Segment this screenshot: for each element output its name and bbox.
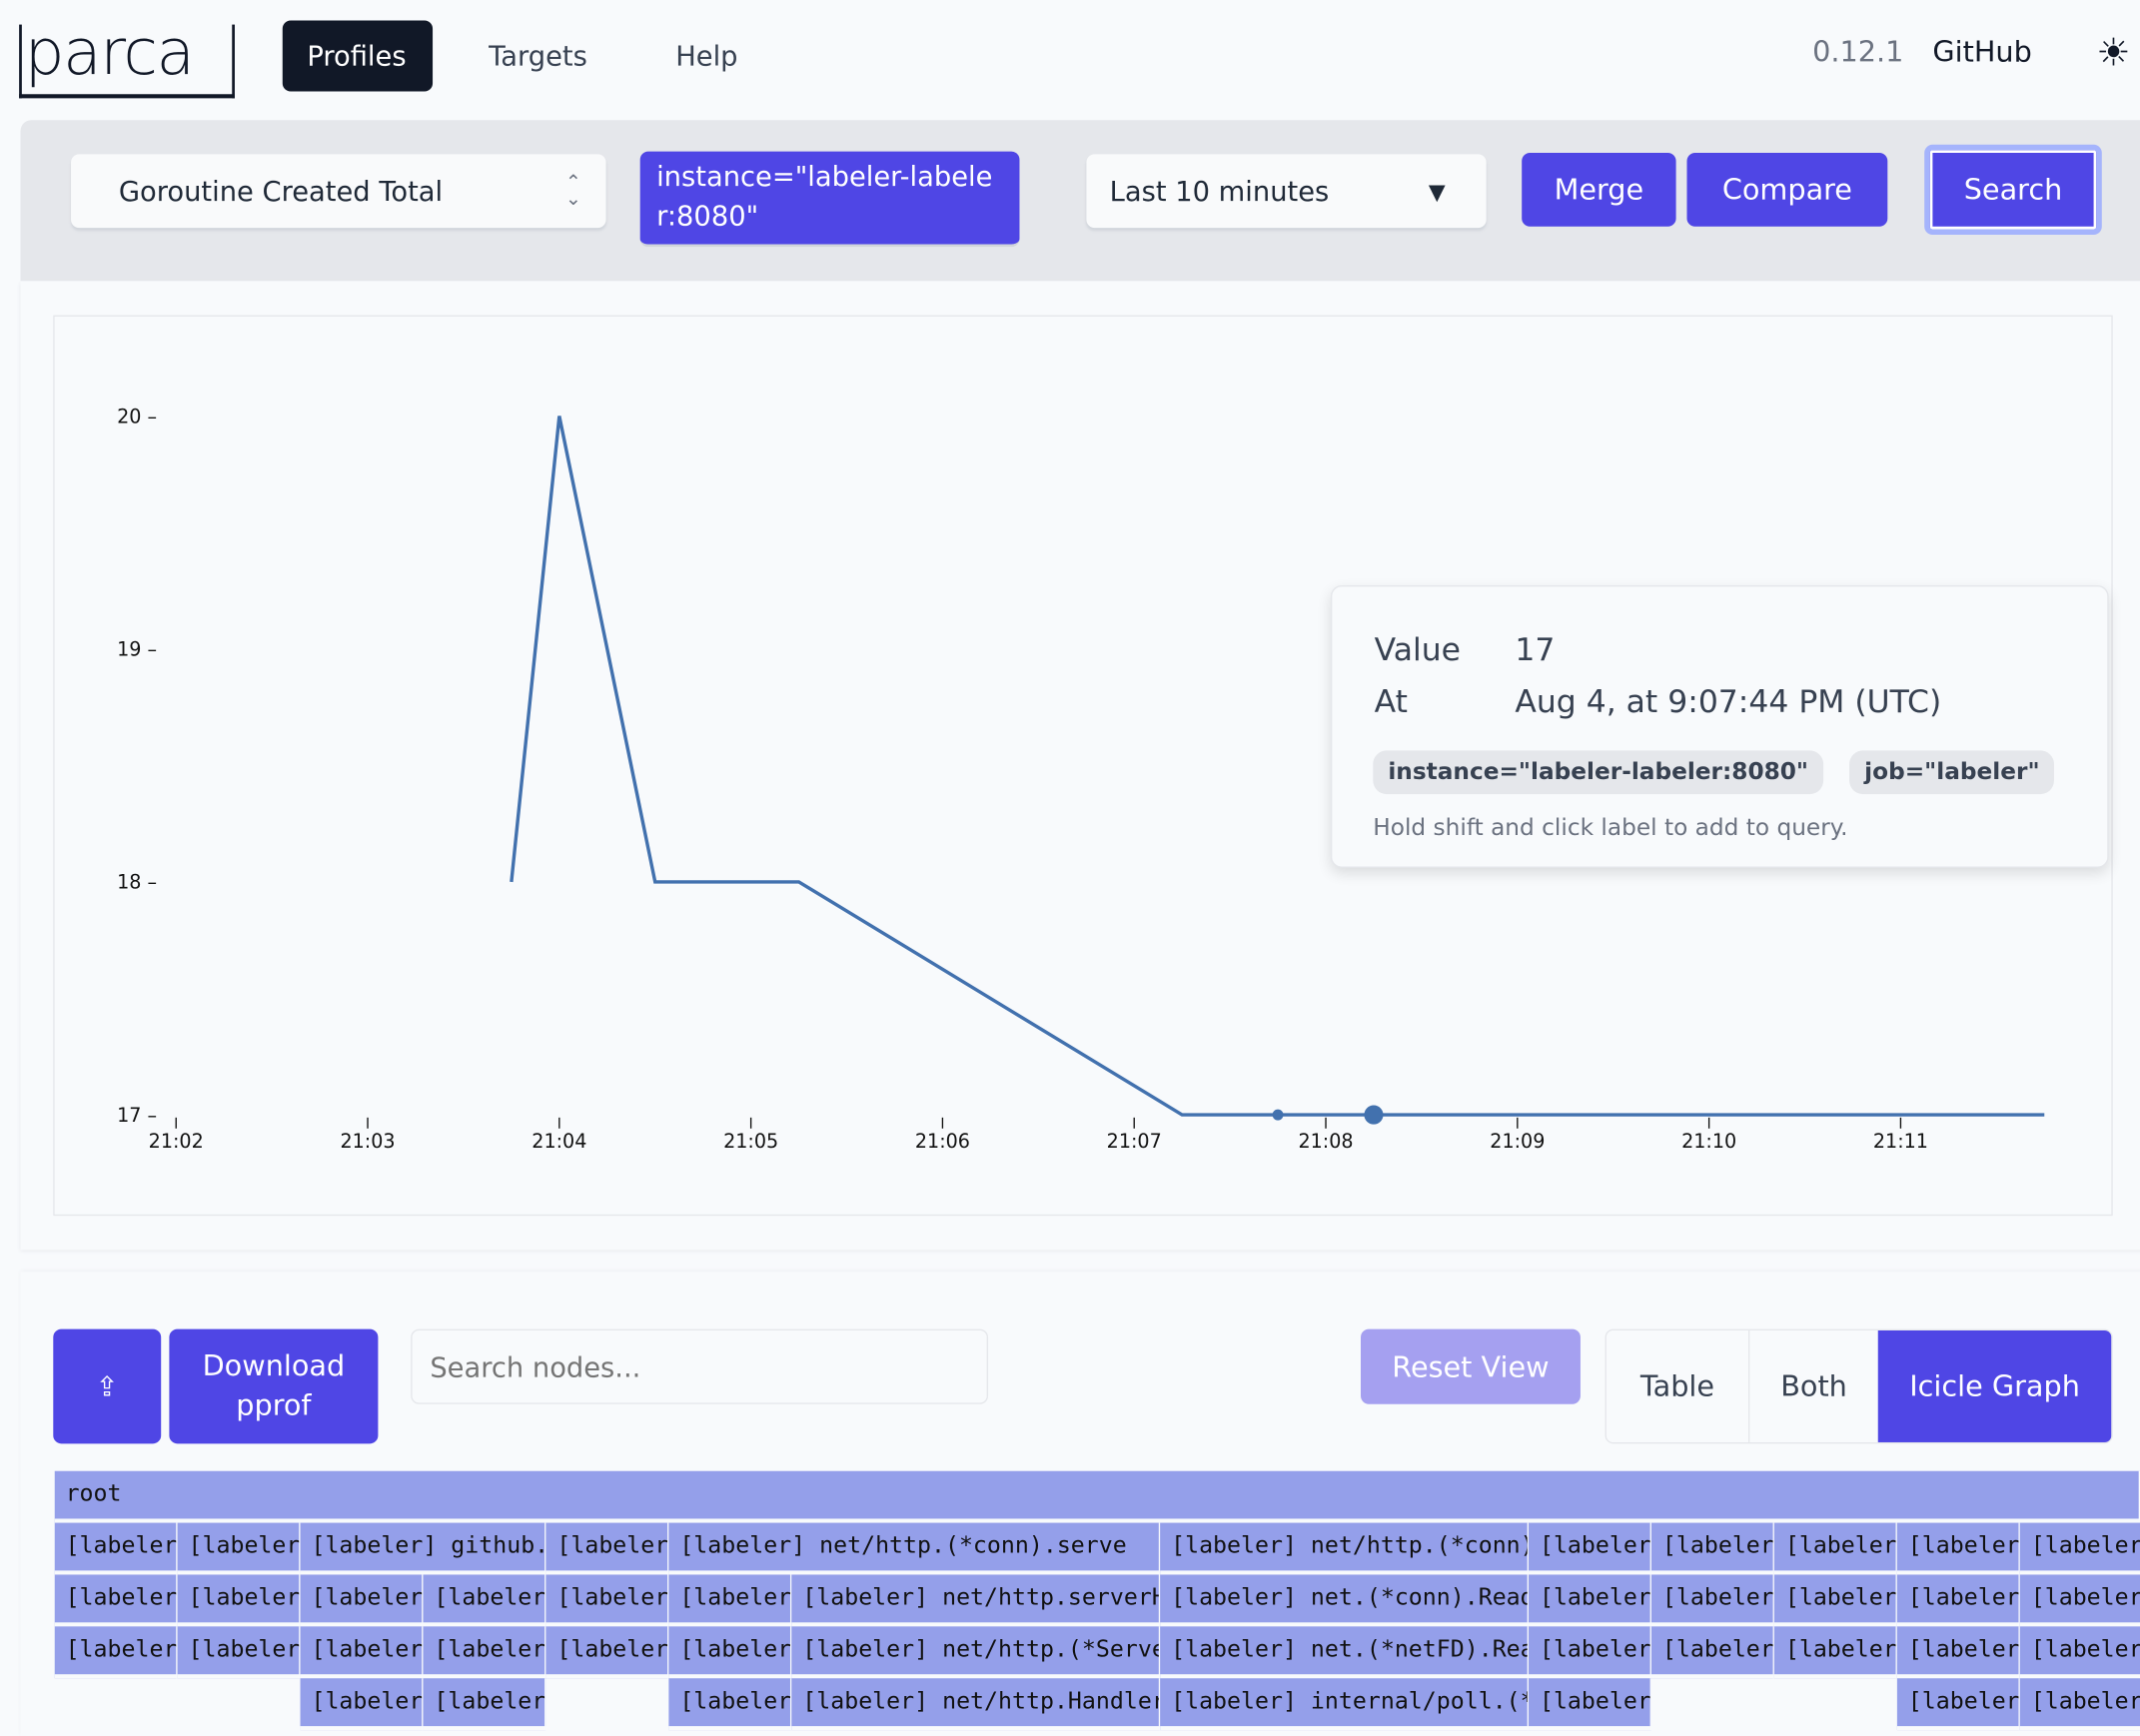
x-tick-label: 21:06 <box>915 1130 970 1153</box>
icicle-node[interactable]: [labeler] ... <box>177 1522 301 1575</box>
icicle-node[interactable]: [labeler] ... <box>300 1678 424 1731</box>
nav-help[interactable]: Help <box>675 39 738 73</box>
tooltip-value-label: Value <box>1374 632 1461 669</box>
icicle-node[interactable]: [labeler] ... <box>545 1574 669 1627</box>
icicle-node[interactable]: [labeler] ... <box>1650 1522 1774 1575</box>
tooltip-at-label: At <box>1374 684 1408 721</box>
reset-view-button[interactable]: Reset View <box>1361 1328 1581 1404</box>
x-tick-label: 21:09 <box>1490 1130 1545 1153</box>
profile-type-select[interactable]: Goroutine Created Total ⌃ ⌄ <box>71 154 606 229</box>
icicle-node[interactable]: [labeler] ... <box>2019 1626 2140 1679</box>
label-matcher-input[interactable]: instance="labeler-labeler:8080" <box>639 151 1020 248</box>
x-tick-label: 21:11 <box>1873 1130 1928 1153</box>
nav-targets[interactable]: Targets <box>489 39 587 73</box>
icicle-node[interactable]: [labeler] ... <box>668 1626 792 1679</box>
icicle-node[interactable]: [labeler] net/http.(*conn).readRequest <box>1160 1522 1530 1575</box>
x-tick-label: 21:07 <box>1107 1130 1162 1153</box>
profile-type-value: Goroutine Created Total <box>118 174 444 208</box>
data-point <box>1272 1109 1284 1121</box>
x-tick-label: 21:10 <box>1681 1130 1736 1153</box>
icicle-node[interactable]: [labeler] ... <box>1896 1678 2020 1731</box>
icicle-node[interactable]: [labeler] ... <box>2019 1574 2140 1627</box>
icicle-node[interactable]: [labeler] ... <box>423 1574 546 1627</box>
icicle-node[interactable]: [labeler] ... <box>300 1626 424 1679</box>
github-link[interactable]: GitHub <box>1932 35 2032 69</box>
parca-logo[interactable]: parca <box>19 20 235 99</box>
share-icon[interactable]: ⇪ <box>53 1328 162 1444</box>
icicle-node[interactable]: [labeler] ... <box>668 1574 792 1627</box>
y-tick-label: 17 – <box>117 1104 157 1127</box>
icicle-node[interactable]: [labeler] ... <box>423 1678 546 1731</box>
x-tick-label: 21:04 <box>532 1130 586 1153</box>
series-line <box>510 416 2045 1117</box>
time-range-value: Last 10 minutes <box>1109 174 1330 208</box>
icicle-node[interactable]: [labeler] ... <box>2019 1522 2140 1575</box>
icicle-node[interactable]: [labeler] github.com/... <box>300 1522 546 1575</box>
icicle-node[interactable]: [labeler] ... <box>1896 1626 2020 1679</box>
icicle-node[interactable]: [labeler] ... <box>1529 1522 1651 1575</box>
tooltip-hint: Hold shift and click label to add to que… <box>1373 814 1848 842</box>
x-tick-label: 21:02 <box>149 1130 204 1153</box>
icicle-node[interactable]: [labeler] ... <box>54 1626 178 1679</box>
icicle-node[interactable]: [labeler] ... <box>1650 1626 1774 1679</box>
icicle-node[interactable]: [labeler] ... <box>1529 1678 1651 1731</box>
tab-icicle-graph[interactable]: Icicle Graph <box>1877 1329 2112 1442</box>
tooltip-timestamp: Aug 4, at 9:07:44 PM (UTC) <box>1515 684 1942 721</box>
tab-table[interactable]: Table <box>1606 1329 1750 1442</box>
icicle-node[interactable]: [labeler] ... <box>1773 1626 1897 1679</box>
icicle-node[interactable]: [labeler] ... <box>423 1626 546 1679</box>
tooltip-label-job[interactable]: job="labeler" <box>1849 750 2055 795</box>
tooltip-value: 17 <box>1515 632 1556 669</box>
icicle-graph: root[labeler] github.com/...[labeler] ..… <box>54 1470 2140 1731</box>
icicle-node[interactable]: [labeler] github.com/... <box>54 1522 178 1575</box>
point-tooltip: Value 17 At Aug 4, at 9:07:44 PM (UTC) i… <box>1330 585 2109 868</box>
icicle-node[interactable]: [labeler] ... <box>1773 1574 1897 1627</box>
x-tick-label: 21:08 <box>1298 1130 1353 1153</box>
tooltip-label-instance[interactable]: instance="labeler-labeler:8080" <box>1373 750 1824 795</box>
sun-icon[interactable]: ☀ <box>2096 30 2131 76</box>
icicle-node[interactable]: [labeler] ... <box>1650 1574 1774 1627</box>
icicle-node[interactable]: [labeler] ... <box>54 1574 178 1627</box>
y-tick-label: 18 – <box>117 871 157 894</box>
compare-button[interactable]: Compare <box>1686 153 1888 227</box>
icicle-node[interactable]: [labeler] net/http.(*ServeMux).ServeHTTP <box>791 1626 1161 1679</box>
icicle-node[interactable]: [labeler] internal/poll.(*FD).Read <box>1160 1678 1530 1731</box>
version-label: 0.12.1 <box>1812 35 1904 69</box>
y-tick-label: 20 – <box>117 405 157 428</box>
merge-button[interactable]: Merge <box>1522 153 1676 227</box>
view-toggle: Table Both Icicle Graph <box>1605 1328 2113 1444</box>
search-nodes-input[interactable] <box>411 1328 989 1404</box>
icicle-node[interactable]: [labeler] ... <box>177 1626 301 1679</box>
icicle-node[interactable]: [labeler] net.(*netFD).Read <box>1160 1626 1530 1679</box>
icicle-node[interactable]: [labeler] ... <box>1529 1626 1651 1679</box>
icicle-node[interactable]: [labeler] net/http.HandlerFunc.ServeHTTP <box>791 1678 1161 1731</box>
icicle-node[interactable]: [labeler] ... <box>545 1626 669 1679</box>
icicle-node[interactable]: [labeler] ... <box>2019 1678 2140 1731</box>
nav-profiles[interactable]: Profiles <box>282 20 434 92</box>
time-range-select[interactable]: Last 10 minutes ▼ <box>1086 154 1487 229</box>
caret-down-icon: ▼ <box>1428 178 1446 205</box>
x-tick-label: 21:03 <box>340 1130 395 1153</box>
icicle-node[interactable]: [labeler] ... <box>668 1678 792 1731</box>
tab-both[interactable]: Both <box>1780 1369 1847 1403</box>
icicle-node[interactable]: [labeler] ... <box>1896 1522 2020 1575</box>
icicle-node[interactable]: [labeler] ... <box>300 1574 424 1627</box>
search-button[interactable]: Search <box>1924 144 2102 235</box>
metrics-chart[interactable]: 17 – 18 – 19 – 20 – 21:02 21:03 21:04 21:05 21:0… <box>55 317 2114 1218</box>
icicle-node-root[interactable]: root <box>54 1470 2140 1523</box>
updown-chevron-icon: ⌃ ⌄ <box>564 172 581 211</box>
icicle-node[interactable]: [labeler] ... <box>1896 1574 2020 1627</box>
highlighted-data-point <box>1364 1105 1384 1125</box>
icicle-node[interactable]: [labeler] net.(*conn).Read <box>1160 1574 1530 1627</box>
icicle-node[interactable]: [labeler] net/http.serverHandler.ServeHT… <box>791 1574 1161 1627</box>
icicle-node[interactable]: [labeler] ... <box>545 1522 669 1575</box>
icicle-node[interactable]: [labeler] ... <box>1773 1522 1897 1575</box>
icicle-node[interactable]: [labeler] ... <box>177 1574 301 1627</box>
x-tick-label: 21:05 <box>723 1130 778 1153</box>
y-tick-label: 19 – <box>117 638 157 661</box>
icicle-node[interactable]: [labeler] net/http.(*conn).serve <box>668 1522 1161 1575</box>
download-pprof-button[interactable]: Download pprof <box>169 1328 379 1444</box>
icicle-node[interactable]: [labeler] ... <box>1529 1574 1651 1627</box>
